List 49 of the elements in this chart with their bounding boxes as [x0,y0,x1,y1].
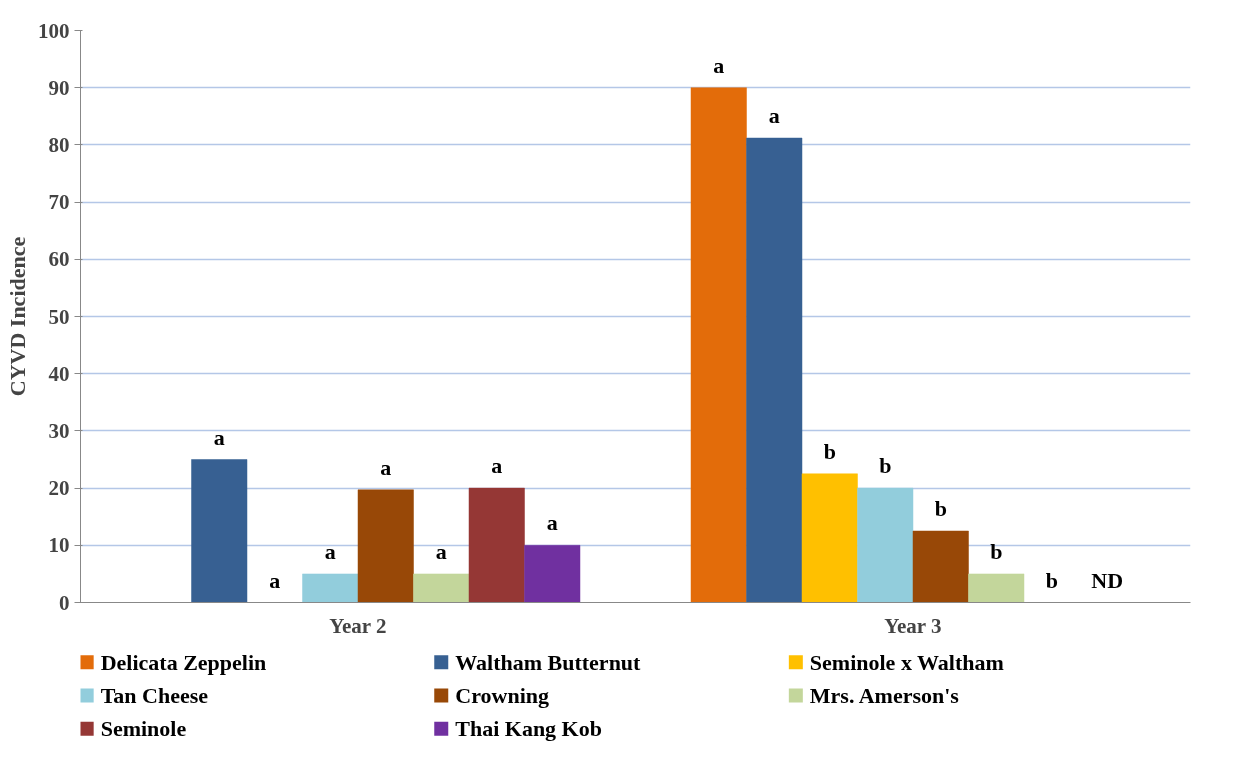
legend-label: Mrs. Amerson's [809,683,960,708]
bar [690,87,747,603]
y-tick-label: 60 [48,247,70,272]
x-tick-label: Year 2 [329,613,387,638]
bar [357,489,414,603]
bar [468,487,525,603]
legend-label: Thai Kang Kob [455,716,602,742]
legend-label: Delicata Zeppelin [100,649,267,675]
bar [191,459,248,603]
legend-label: Seminole x Waltham [809,649,1004,675]
data-label: a [380,454,392,480]
y-tick-label: 30 [48,418,70,443]
y-tick-label: 0 [59,590,70,615]
data-label: a [435,538,447,564]
y-tick-label: 10 [48,533,70,558]
y-tick-label: 20 [48,476,70,501]
legend-label: Seminole [100,716,187,742]
x-tick-label: Year 3 [884,613,942,638]
data-label: a [768,103,780,129]
data-label: b [1045,567,1058,593]
bar [968,573,1025,603]
legend-label: Waltham Butternut [455,649,642,675]
data-label: b [990,538,1003,564]
y-axis-title: CYVD Incidence [5,236,30,397]
y-tick-label: 40 [48,361,70,386]
bar [857,487,914,603]
bar [912,530,969,603]
data-label: b [823,438,836,464]
bar [413,573,470,603]
data-label: a [213,424,225,450]
text: ND [1091,567,1124,593]
y-tick-label: 50 [48,304,70,329]
y-tick-label: 70 [48,190,70,215]
data-label: b [934,496,947,521]
data-label: b [879,453,892,479]
y-tick-label: 100 [38,18,70,43]
bar [801,473,858,603]
data-label: a [491,453,503,479]
bar [746,137,803,603]
data-label: a [269,567,281,593]
bar [524,545,581,603]
legend-label: Crowning [455,683,549,708]
y-tick-label: 90 [48,75,70,100]
data-label: a [713,52,725,78]
data-label: a [546,510,558,536]
y-tick-label: 80 [48,132,70,157]
legend-label: Tan Cheese [100,683,209,708]
bar [302,573,359,603]
data-label: a [324,538,336,564]
